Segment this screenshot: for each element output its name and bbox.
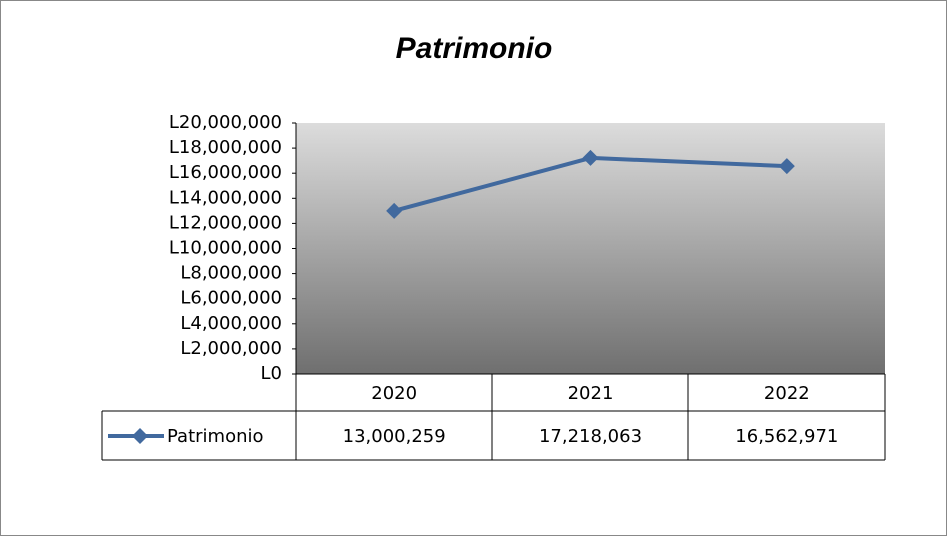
x-tick-label: 2020 xyxy=(371,383,417,404)
y-tick-label: L12,000,000 xyxy=(169,212,282,233)
chart-title: Patrimonio xyxy=(396,32,553,65)
legend-marker xyxy=(132,428,148,444)
y-tick-label: L10,000,000 xyxy=(169,238,282,259)
data-table-value: 16,562,971 xyxy=(735,426,838,447)
y-tick-label: L14,000,000 xyxy=(169,187,282,208)
y-tick-label: L6,000,000 xyxy=(180,288,282,309)
data-table-value: 13,000,259 xyxy=(343,426,446,447)
x-tick-label: 2021 xyxy=(568,383,614,404)
y-tick-label: L8,000,000 xyxy=(180,263,282,284)
y-tick-label: L16,000,000 xyxy=(169,162,282,183)
point-marker xyxy=(582,149,599,166)
x-tick-label: 2022 xyxy=(764,383,810,404)
data-table-grid xyxy=(101,123,886,461)
data-table-value: 17,218,063 xyxy=(539,426,642,447)
y-tick-label: L18,000,000 xyxy=(169,137,282,158)
y-tick-label: L4,000,000 xyxy=(180,313,282,334)
point-marker xyxy=(778,158,795,175)
point-marker xyxy=(386,202,403,219)
y-tick-label: L20,000,000 xyxy=(169,112,282,133)
y-tick-label: L0 xyxy=(261,363,282,384)
y-tick-label: L2,000,000 xyxy=(180,338,282,359)
legend-label: Patrimonio xyxy=(167,426,264,447)
